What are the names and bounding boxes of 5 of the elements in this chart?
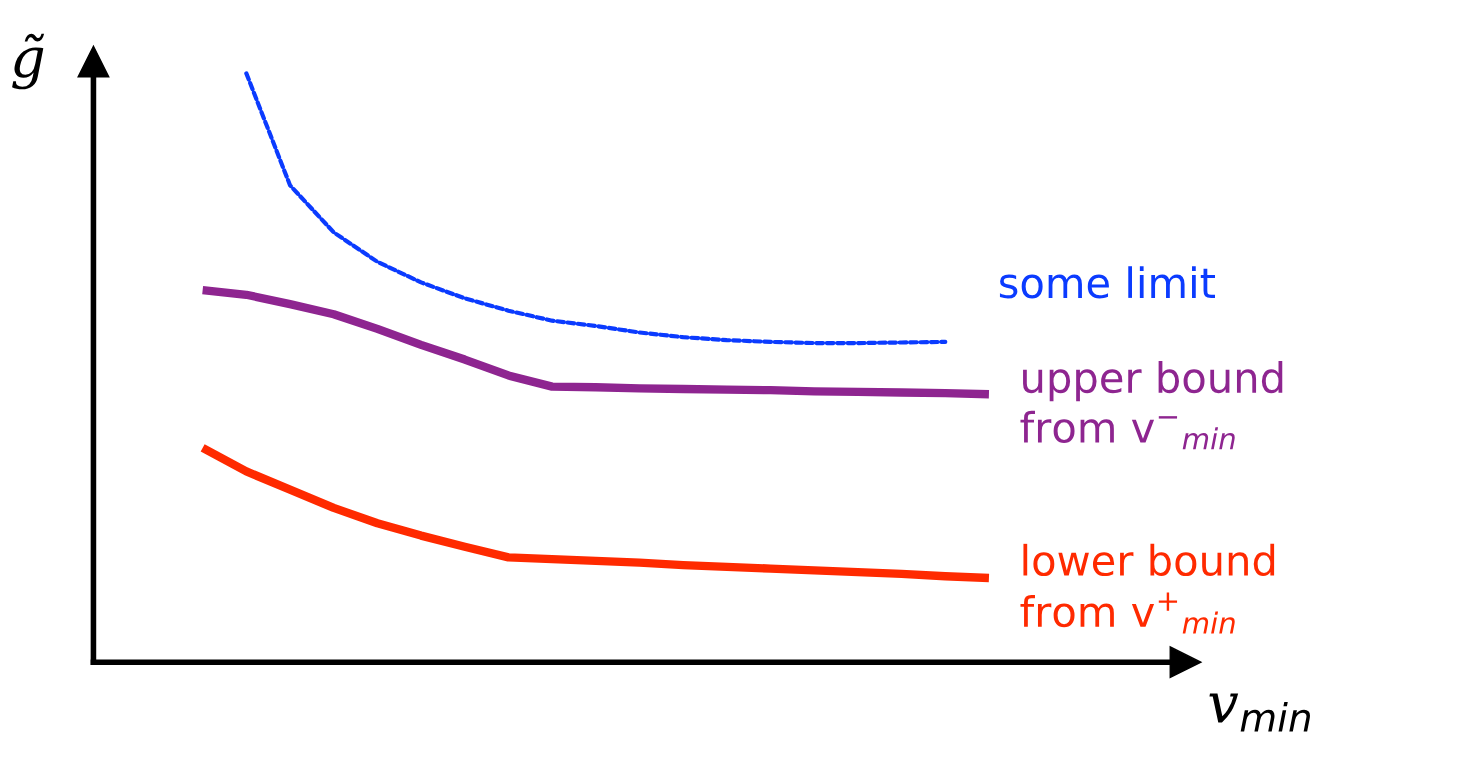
series-label: upper bound from v$^{−}$$_{min}$ [1020, 360, 1283, 450]
x-axis-title: v$_{min}$ [1209, 693, 1310, 732]
y-axis-title: g̃ [12, 33, 45, 90]
series-label: some limit [999, 266, 1216, 299]
series-label: lower bound from v$^{+}$$_{min}$ [1020, 543, 1275, 634]
